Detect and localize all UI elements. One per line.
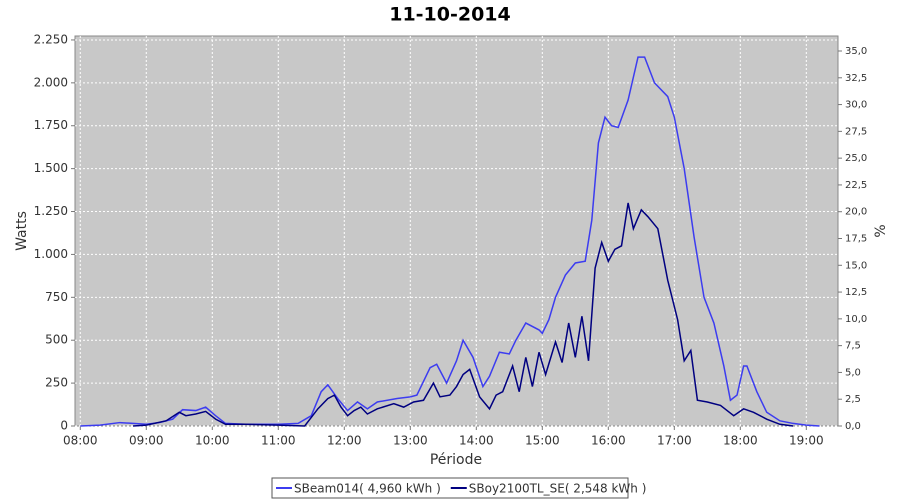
y2-tick-label: 5,0 bbox=[845, 367, 861, 378]
y-tick-label: 1.250 bbox=[34, 204, 68, 218]
y2-axis-label: % bbox=[873, 224, 889, 237]
y-tick-label: 750 bbox=[45, 290, 68, 304]
y2-tick-label: 30,0 bbox=[845, 100, 867, 111]
x-tick-label: 14:00 bbox=[459, 434, 494, 448]
x-tick-label: 19:00 bbox=[789, 434, 824, 448]
y2-tick-label: 0,0 bbox=[845, 421, 861, 432]
y-tick-label: 250 bbox=[45, 376, 68, 390]
x-tick-label: 13:00 bbox=[393, 434, 428, 448]
y2-tick-label: 17,5 bbox=[845, 234, 867, 245]
y2-tick-label: 27,5 bbox=[845, 126, 867, 137]
x-tick-label: 15:00 bbox=[525, 434, 560, 448]
y2-tick-label: 2,5 bbox=[845, 394, 861, 405]
chart-title: 11-10-2014 bbox=[389, 4, 511, 26]
x-tick-label: 18:00 bbox=[723, 434, 758, 448]
y-tick-label: 1.750 bbox=[34, 118, 68, 132]
x-tick-label: 08:00 bbox=[63, 434, 98, 448]
y-axis-label: Watts bbox=[14, 211, 30, 251]
y2-tick-label: 25,0 bbox=[845, 153, 867, 164]
x-tick-label: 17:00 bbox=[657, 434, 692, 448]
series-line bbox=[133, 202, 794, 427]
y-tick-label: 500 bbox=[45, 333, 68, 347]
y2-tick-label: 10,0 bbox=[845, 314, 867, 325]
y-tick-label: 2.000 bbox=[34, 75, 68, 89]
x-tick-label: 12:00 bbox=[327, 434, 362, 448]
y2-tick-label: 32,5 bbox=[845, 73, 867, 84]
x-tick-label: 09:00 bbox=[129, 434, 164, 448]
legend-label: SBoy2100TL_SE( 2,548 kWh ) bbox=[469, 482, 647, 496]
y2-tick-label: 22,5 bbox=[845, 180, 867, 191]
y2-tick-label: 15,0 bbox=[845, 260, 867, 271]
y2-tick-label: 35,0 bbox=[845, 46, 867, 57]
y-tick-label: 2.250 bbox=[34, 32, 68, 46]
x-tick-label: 11:00 bbox=[261, 434, 296, 448]
y-tick-label: 0 bbox=[60, 419, 68, 433]
x-tick-label: 10:00 bbox=[195, 434, 230, 448]
x-tick-label: 16:00 bbox=[591, 434, 626, 448]
legend bbox=[271, 477, 629, 499]
legend-label: SBeam014( 4,960 kWh ) bbox=[294, 482, 441, 496]
y2-tick-label: 12,5 bbox=[845, 287, 867, 298]
y-tick-label: 1.500 bbox=[34, 161, 68, 175]
y-tick-label: 1.000 bbox=[34, 247, 68, 261]
x-axis-label: Période bbox=[430, 452, 482, 468]
y2-tick-label: 20,0 bbox=[845, 207, 867, 218]
y2-tick-label: 7,5 bbox=[845, 341, 861, 352]
